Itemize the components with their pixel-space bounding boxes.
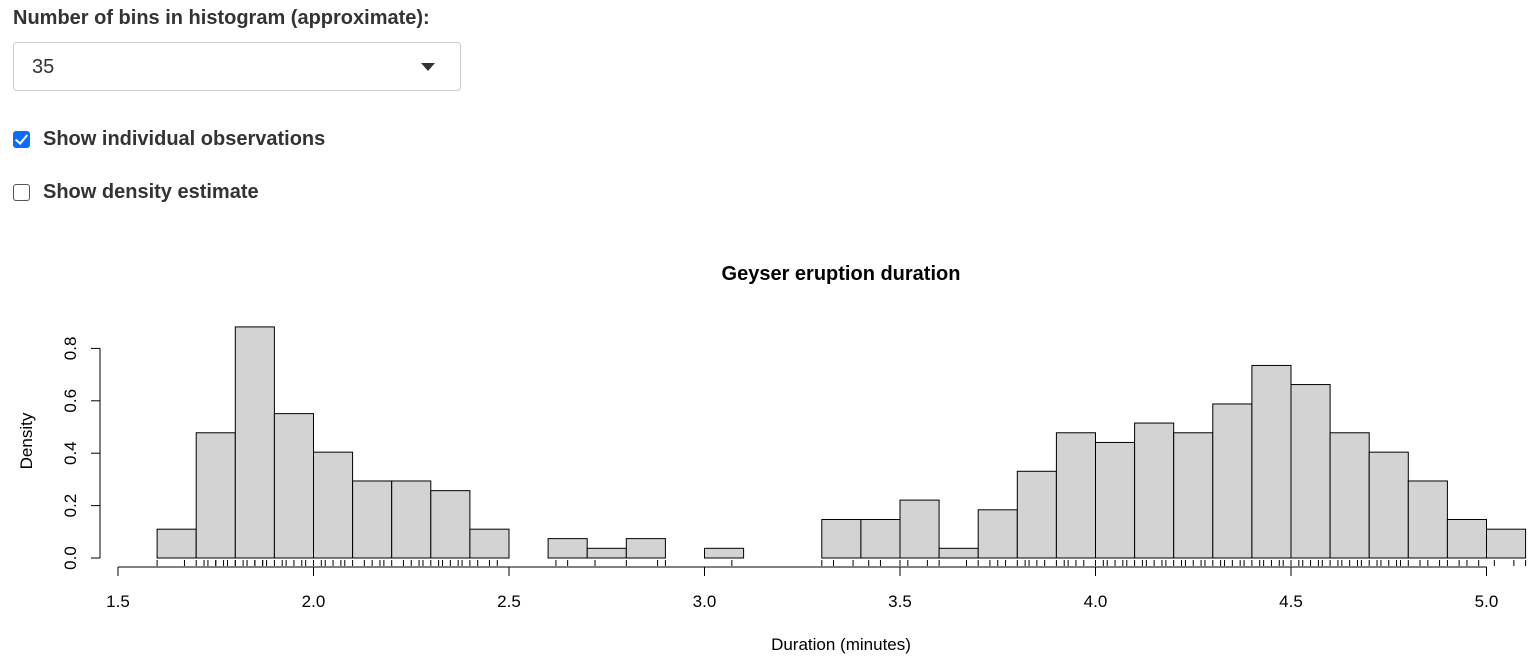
- histogram-bar: [273, 413, 314, 559]
- histogram-bar: [352, 480, 393, 559]
- histogram-bar: [899, 499, 940, 559]
- y-tick-label: 0.6: [61, 389, 80, 413]
- y-tick-label: 0.2: [61, 494, 80, 518]
- y-tick-label: 0.4: [61, 441, 80, 465]
- histogram-bar: [1016, 470, 1057, 559]
- y-tick-label: 0.8: [61, 337, 80, 361]
- bins-label: Number of bins in histogram (approximate…: [13, 7, 430, 29]
- histogram-bar: [469, 528, 510, 559]
- histogram-bar: [1290, 384, 1331, 559]
- histogram-chart: Geyser eruption duration Density Duratio…: [17, 263, 1527, 654]
- histogram-bar: [625, 538, 666, 559]
- show-observations-label: Show individual observations: [43, 128, 326, 150]
- show-density-checkbox[interactable]: [13, 184, 30, 201]
- histogram-bar: [547, 538, 588, 559]
- histogram-bar: [704, 547, 745, 559]
- histogram-bar: [1173, 432, 1214, 559]
- histogram-bar: [391, 480, 432, 559]
- histogram-bar: [1486, 528, 1527, 559]
- histogram-bar: [430, 490, 471, 559]
- histogram-bar: [860, 518, 901, 559]
- histogram-bar: [1055, 432, 1097, 559]
- x-tick-label: 5.0: [1475, 592, 1499, 611]
- show-observations-option[interactable]: Show individual observations: [13, 128, 325, 151]
- show-density-label: Show density estimate: [43, 181, 259, 203]
- x-tick-label: 4.0: [1084, 592, 1108, 611]
- histogram-bar: [1446, 518, 1488, 559]
- x-tick-label: 2.5: [497, 592, 521, 611]
- histogram-bar: [1095, 441, 1136, 559]
- x-tick-label: 3.0: [693, 592, 717, 611]
- histogram-bar: [821, 518, 862, 559]
- bins-selected-value: 35: [32, 56, 55, 78]
- histogram-bar: [1368, 451, 1409, 559]
- chevron-down-icon[interactable]: [421, 63, 435, 71]
- histogram-bar: [1407, 480, 1448, 559]
- histogram-bar: [1251, 364, 1292, 559]
- show-observations-checkbox[interactable]: [13, 131, 30, 148]
- bins-select[interactable]: 35: [13, 42, 461, 91]
- x-tick-label: 3.5: [888, 592, 912, 611]
- x-tick-label: 1.5: [106, 592, 130, 611]
- x-tick-label: 4.5: [1279, 592, 1303, 611]
- histogram-bar: [234, 326, 275, 559]
- histogram-bar: [313, 451, 354, 559]
- x-tick-label: 2.0: [302, 592, 326, 611]
- chart-title: Geyser eruption duration: [722, 263, 961, 285]
- histogram-bar: [156, 528, 197, 559]
- histogram-bar: [938, 547, 979, 559]
- y-tick-label: 0.0: [61, 546, 80, 570]
- histogram-bar: [977, 509, 1018, 559]
- check-icon: [14, 131, 29, 145]
- x-axis-label: Duration (minutes): [771, 635, 911, 654]
- y-axis-label: Density: [17, 412, 36, 469]
- histogram-bar: [1134, 422, 1175, 559]
- show-density-option[interactable]: Show density estimate: [13, 181, 259, 204]
- histogram-bar: [1329, 432, 1370, 559]
- histogram-bar: [586, 547, 627, 559]
- histogram-bar: [195, 432, 236, 559]
- histogram-bar: [1212, 403, 1253, 559]
